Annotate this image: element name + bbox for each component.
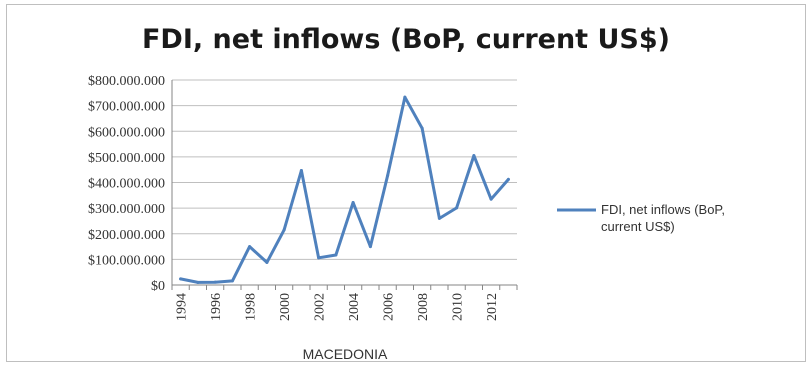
data-point [334, 253, 338, 257]
chart-title: FDI, net inflows (BoP, current US$) [141, 24, 670, 55]
y-tick-label: $600.000.000 [88, 125, 165, 140]
data-point [455, 206, 459, 210]
x-tick-label: 2008 [416, 293, 431, 321]
data-point [317, 256, 321, 260]
gridlines [172, 79, 517, 260]
data-point [282, 228, 286, 232]
x-tick-label: 2010 [451, 293, 466, 321]
data-point [420, 126, 424, 130]
data-point [230, 279, 234, 283]
series-line [179, 95, 510, 284]
data-point [179, 277, 183, 281]
data-point [472, 154, 476, 158]
x-tick-label: 2012 [485, 293, 500, 321]
axes [171, 80, 518, 290]
data-point [248, 245, 252, 249]
data-point [489, 197, 493, 201]
y-tick-label: $700.000.000 [88, 100, 165, 115]
y-tick-label: $400.000.000 [88, 177, 165, 192]
y-tick-label: $200.000.000 [88, 228, 165, 243]
x-axis-tick-labels: 1994 1996 1998 2000 2002 2004 2006 2008 2010 2012 [175, 293, 501, 321]
x-tick-label: 2002 [313, 293, 328, 321]
x-tick-label: 1996 [209, 293, 224, 321]
data-point [213, 280, 217, 284]
x-tick-label: 2004 [347, 293, 362, 321]
y-tick-label: $300.000.000 [88, 202, 165, 217]
data-point [196, 280, 200, 284]
legend-label-line-2: current US$) [601, 219, 675, 234]
data-point [265, 260, 269, 264]
data-point [437, 216, 441, 220]
legend-label-line-1: FDI, net inflows (BoP, [601, 202, 725, 217]
x-tick-label: 2006 [382, 293, 397, 321]
x-axis-label: MACEDONIA [303, 346, 388, 362]
y-tick-label: $100.000.000 [88, 253, 165, 268]
data-point [299, 168, 303, 172]
data-series [179, 95, 510, 284]
data-point [506, 177, 510, 181]
data-point [368, 245, 372, 249]
y-tick-label: $500.000.000 [88, 151, 165, 166]
data-point [403, 95, 407, 99]
legend: FDI, net inflows (BoP, current US$) [557, 202, 725, 234]
y-axis-tick-labels: $0 $100.000.000 $200.000.000 $300.000.000 $4… [88, 74, 165, 294]
data-point [386, 174, 390, 178]
y-tick-label: $800.000.000 [88, 74, 165, 89]
x-tick-label: 1998 [244, 293, 259, 321]
x-tick-label: 2000 [278, 293, 293, 321]
x-tick-label: 1994 [175, 293, 190, 321]
y-tick-label: $0 [151, 279, 165, 294]
data-point [351, 200, 355, 204]
